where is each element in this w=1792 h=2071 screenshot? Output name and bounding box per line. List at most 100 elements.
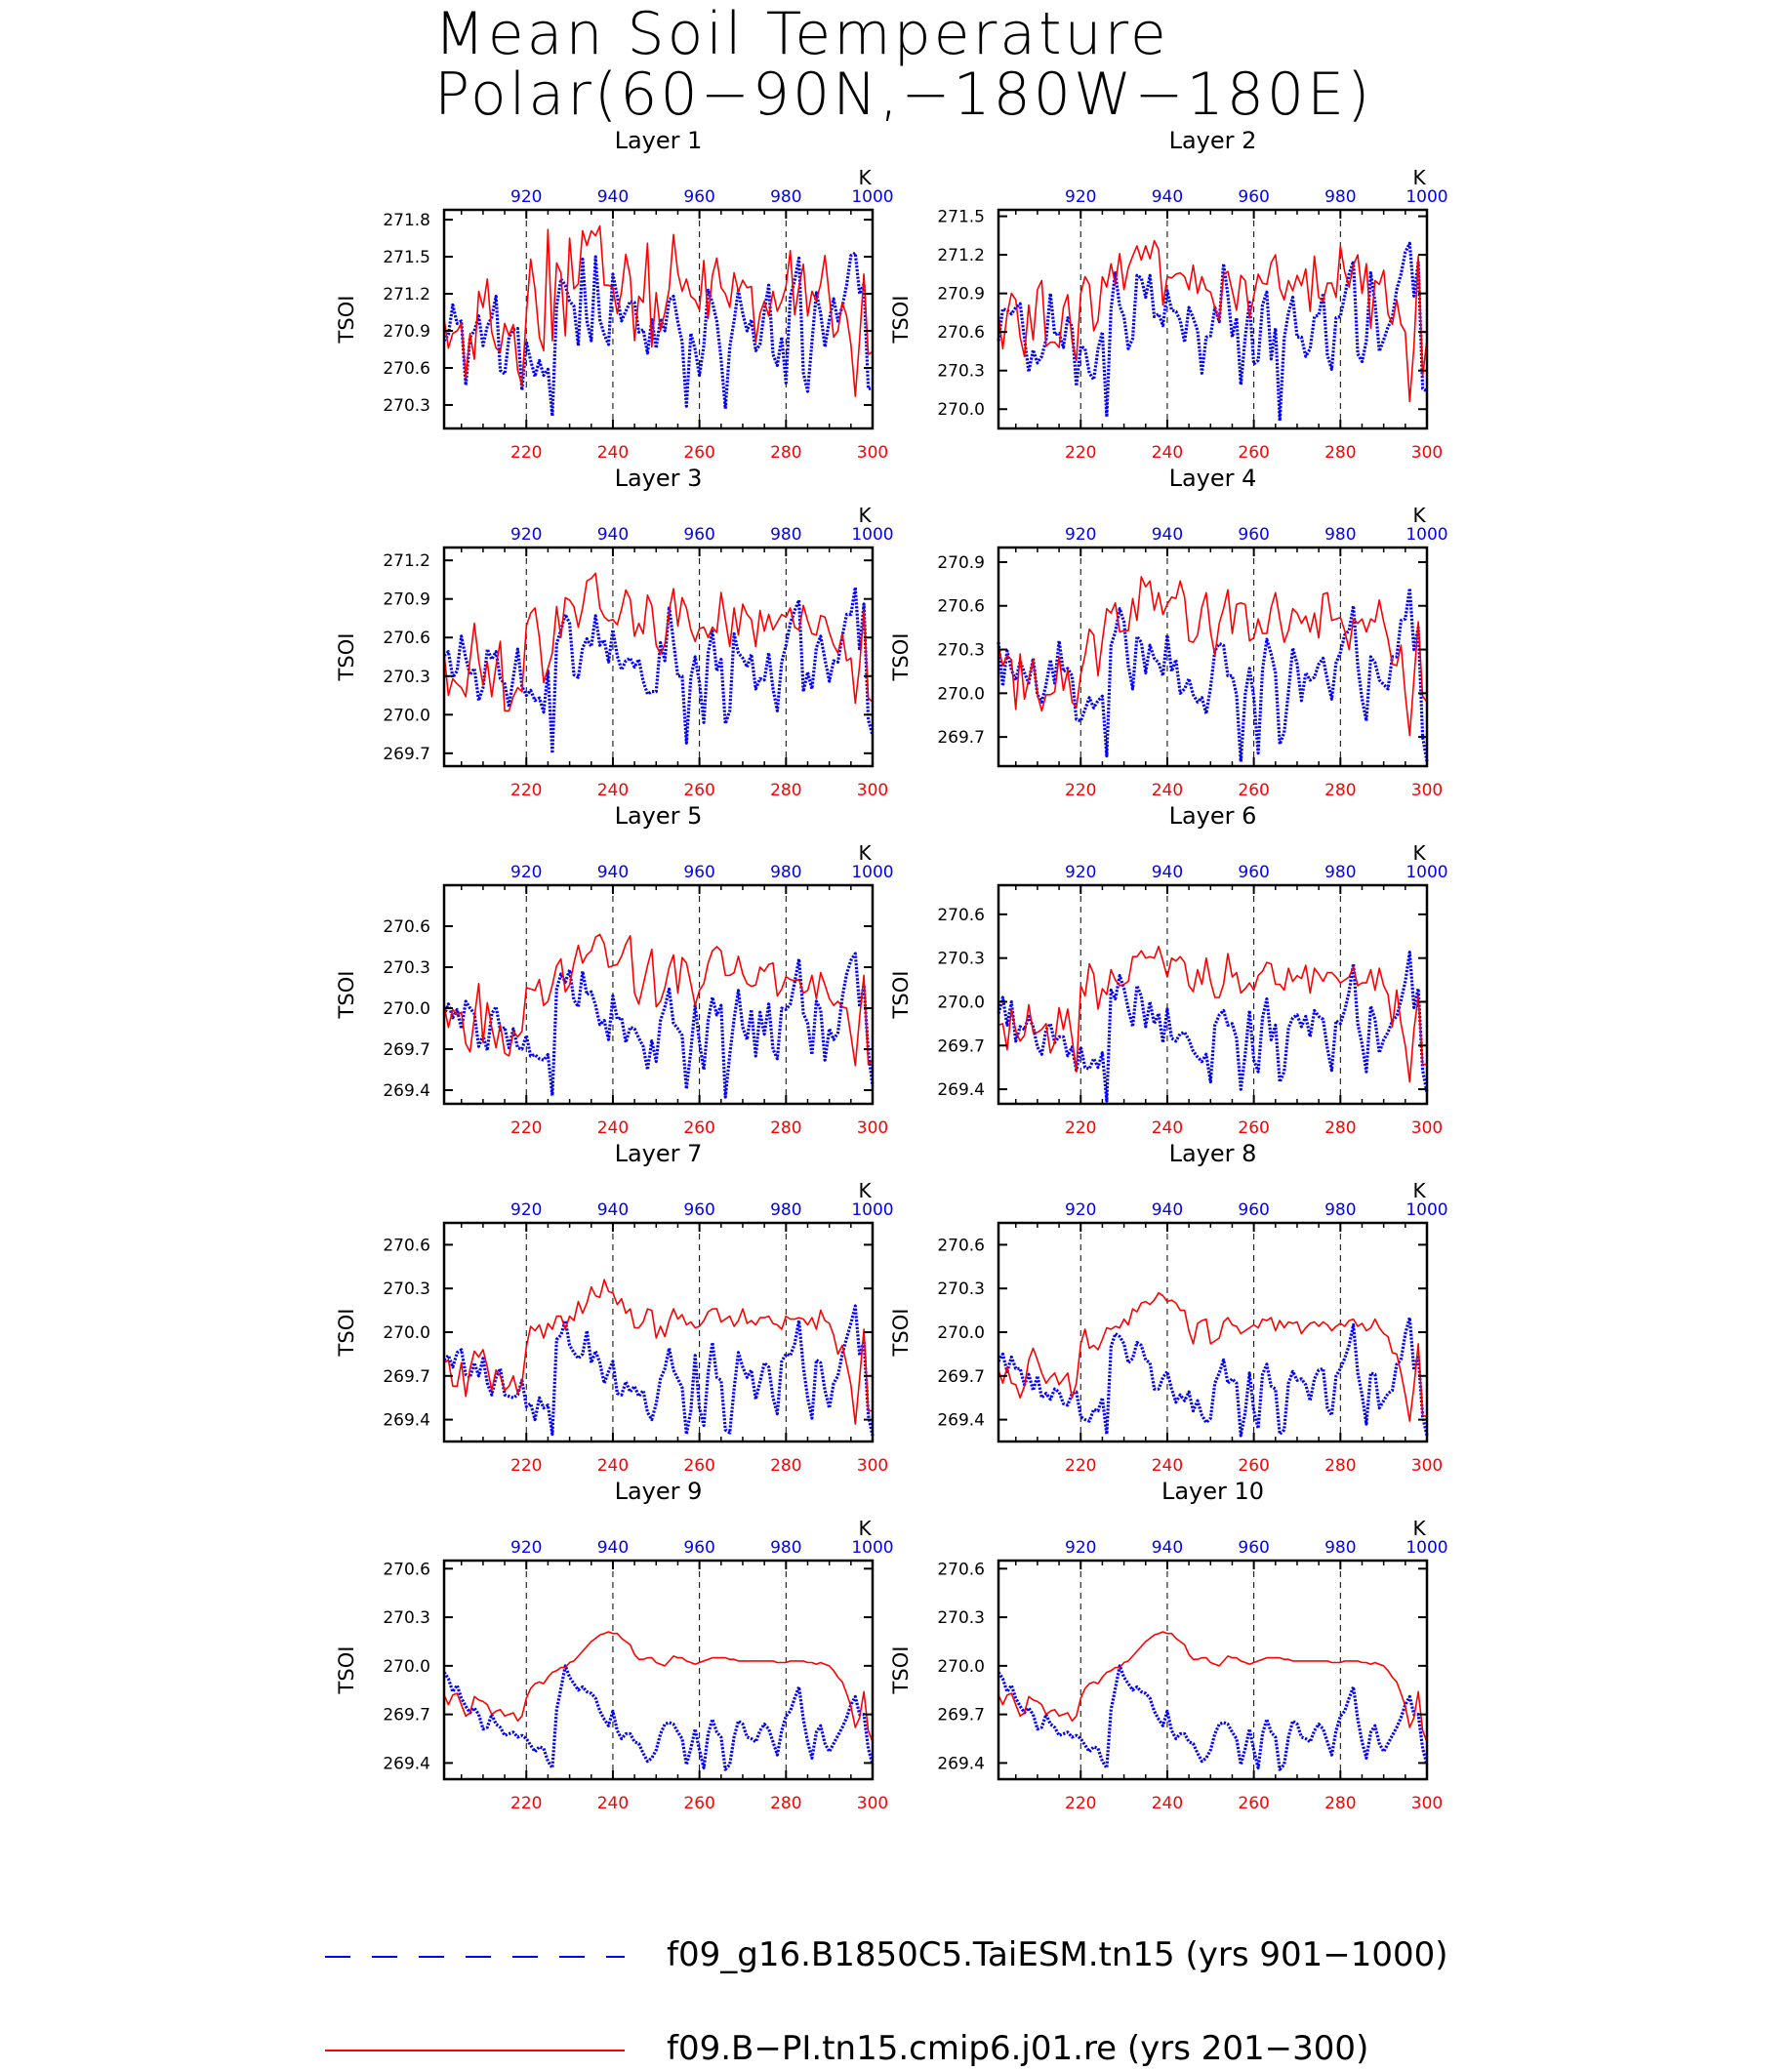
panel-title: Layer 8 — [1169, 1140, 1257, 1167]
y-tick-label: 270.3 — [937, 362, 985, 382]
panel-title: Layer 10 — [1161, 1478, 1264, 1505]
x-bottom-tick-label: 280 — [1324, 781, 1356, 800]
x-bottom-tick-label: 280 — [1324, 1118, 1356, 1138]
y-tick-label: 270.3 — [383, 958, 430, 978]
x-top-tick-label: 960 — [683, 1200, 714, 1220]
series-line-taiesm — [997, 587, 1429, 764]
x-bottom-tick-label: 280 — [1324, 443, 1356, 463]
x-top-tick-label: 960 — [683, 1538, 714, 1558]
x-top-tick-label: 1000 — [851, 1538, 893, 1558]
plot-frame — [997, 546, 1429, 768]
y-axis-label: TSOI — [335, 1309, 358, 1358]
plot-frame — [442, 1559, 875, 1781]
series-line-cmip6 — [998, 576, 1428, 737]
panel-title: Layer 6 — [1169, 802, 1257, 830]
x-top-tick-label: 1000 — [851, 1200, 893, 1220]
x-top-tick-label: 1000 — [1405, 525, 1447, 545]
x-bottom-tick-label: 220 — [510, 1794, 542, 1813]
plot-frame — [997, 883, 1429, 1106]
legend-label-taiesm: f09_g16.B1850C5.TaiESM.tn15 (yrs 901−100… — [667, 1935, 1448, 1974]
x-bottom-tick-label: 220 — [1065, 781, 1096, 800]
x-top-tick-label: 1000 — [851, 863, 893, 882]
x-bottom-tick-label: 280 — [770, 781, 801, 800]
x-bottom-tick-label: 280 — [770, 1794, 801, 1813]
x-top-tick-label: 920 — [1065, 1538, 1096, 1558]
y-tick-label: 270.0 — [937, 1323, 985, 1343]
x-bottom-tick-label: 220 — [1065, 443, 1096, 463]
series-line-cmip6 — [998, 1631, 1428, 1743]
x-top-tick-label: 960 — [683, 525, 714, 545]
series-line-cmip6 — [443, 572, 874, 712]
x-top-unit-label: K — [858, 504, 872, 527]
y-tick-label: 269.4 — [937, 1080, 985, 1100]
y-tick-label: 269.7 — [937, 1036, 985, 1056]
plot-frame — [442, 546, 875, 768]
x-bottom-tick-label: 300 — [857, 781, 888, 800]
plot-frame — [442, 883, 875, 1106]
y-tick-label: 270.3 — [937, 641, 985, 661]
x-bottom-tick-label: 260 — [683, 781, 714, 800]
x-bottom-tick-label: 260 — [683, 1794, 714, 1813]
x-bottom-tick-label: 280 — [1324, 1456, 1356, 1476]
x-bottom-tick-label: 240 — [597, 443, 629, 463]
y-tick-label: 270.6 — [383, 1560, 430, 1579]
y-tick-label: 270.9 — [937, 553, 985, 573]
x-top-tick-label: 920 — [510, 187, 542, 207]
x-bottom-tick-label: 280 — [770, 1118, 801, 1138]
x-top-tick-label: 920 — [510, 525, 542, 545]
x-top-tick-label: 940 — [1152, 187, 1183, 207]
x-bottom-tick-label: 240 — [1152, 443, 1183, 463]
x-top-tick-label: 960 — [1238, 525, 1269, 545]
x-top-tick-label: 1000 — [851, 525, 893, 545]
y-tick-label: 270.6 — [383, 359, 430, 379]
x-bottom-tick-label: 300 — [1411, 781, 1443, 800]
panel-title: Layer 7 — [615, 1140, 703, 1167]
x-bottom-tick-label: 280 — [1324, 1794, 1356, 1813]
legend-label-cmip6: f09.B−PI.tn15.cmip6.j01.re (yrs 201−300) — [667, 2029, 1369, 2068]
x-bottom-tick-label: 260 — [1238, 1456, 1269, 1476]
x-top-unit-label: K — [1412, 166, 1426, 189]
y-tick-label: 271.2 — [383, 551, 430, 571]
x-top-tick-label: 980 — [1324, 863, 1356, 882]
y-tick-label: 270.3 — [383, 668, 430, 687]
x-top-unit-label: K — [858, 1517, 872, 1540]
x-top-tick-label: 920 — [510, 1200, 542, 1220]
x-bottom-tick-label: 280 — [770, 443, 801, 463]
y-axis-label: TSOI — [889, 971, 913, 1020]
x-bottom-tick-label: 260 — [1238, 1118, 1269, 1138]
y-axis-label: TSOI — [889, 1646, 913, 1695]
panel-title: Layer 1 — [615, 127, 703, 154]
y-tick-label: 270.3 — [937, 950, 985, 969]
y-tick-label: 270.0 — [383, 1323, 430, 1343]
x-top-tick-label: 960 — [1238, 187, 1269, 207]
x-bottom-tick-label: 220 — [1065, 1456, 1096, 1476]
y-tick-label: 270.6 — [937, 597, 985, 617]
series-line-cmip6 — [998, 1291, 1428, 1422]
panel-title: Layer 2 — [1169, 127, 1257, 154]
y-axis-label: TSOI — [889, 296, 913, 345]
series-line-taiesm — [997, 1316, 1429, 1438]
series-line-cmip6 — [998, 239, 1428, 403]
x-top-tick-label: 940 — [597, 863, 629, 882]
legend — [325, 1956, 625, 2051]
x-top-unit-label: K — [1412, 1517, 1426, 1540]
x-bottom-tick-label: 260 — [1238, 1794, 1269, 1813]
y-tick-label: 271.5 — [937, 208, 985, 227]
y-tick-label: 270.0 — [937, 684, 985, 704]
series-line-cmip6 — [443, 1631, 874, 1743]
x-top-tick-label: 940 — [1152, 1538, 1183, 1558]
y-tick-label: 269.7 — [383, 745, 430, 764]
series-line-taiesm — [442, 952, 875, 1099]
x-bottom-tick-label: 220 — [1065, 1794, 1096, 1813]
y-axis-label: TSOI — [335, 633, 358, 682]
x-bottom-tick-label: 240 — [1152, 1456, 1183, 1476]
y-tick-label: 270.9 — [937, 285, 985, 305]
series-line-taiesm — [442, 1304, 875, 1437]
x-top-tick-label: 980 — [770, 863, 801, 882]
